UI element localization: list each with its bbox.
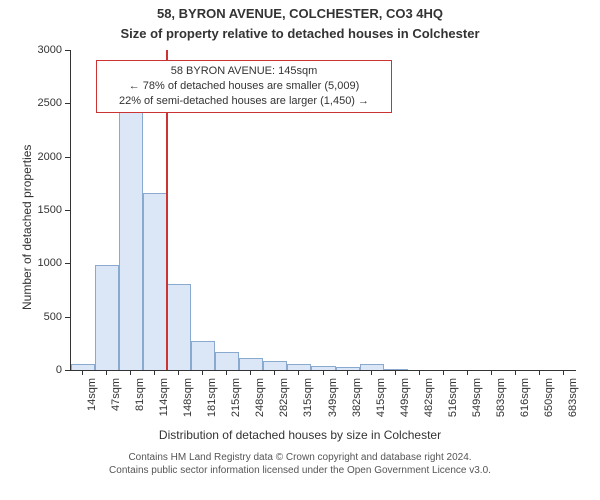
xtick-mark <box>491 370 492 375</box>
chart-footer: Contains HM Land Registry data © Crown c… <box>0 452 600 477</box>
annotation-line: ← 78% of detached houses are smaller (5,… <box>103 79 385 94</box>
xtick-mark <box>539 370 540 375</box>
ytick-mark <box>65 50 70 51</box>
chart-title-line1: 58, BYRON AVENUE, COLCHESTER, CO3 4HQ <box>0 6 600 21</box>
ytick-label: 0 <box>56 364 62 376</box>
ytick-label: 1500 <box>38 204 62 216</box>
chart-title-line2: Size of property relative to detached ho… <box>0 26 600 41</box>
footer-line2: Contains public sector information licen… <box>0 465 600 478</box>
ytick-label: 500 <box>44 311 62 323</box>
xtick-mark <box>274 370 275 375</box>
xtick-mark <box>106 370 107 375</box>
ytick-mark <box>65 157 70 158</box>
ytick-label: 3000 <box>38 44 62 56</box>
ytick-mark <box>65 263 70 264</box>
xtick-mark <box>202 370 203 375</box>
histogram-bar <box>263 361 287 370</box>
xtick-mark <box>82 370 83 375</box>
xtick-mark <box>563 370 564 375</box>
xtick-mark <box>130 370 131 375</box>
ytick-mark <box>65 210 70 211</box>
xtick-mark <box>395 370 396 375</box>
y-axis-label: Number of detached properties <box>20 145 34 310</box>
histogram-bar <box>119 111 143 370</box>
histogram-bar <box>167 284 191 370</box>
xtick-mark <box>178 370 179 375</box>
ytick-mark <box>65 317 70 318</box>
xtick-mark <box>515 370 516 375</box>
xtick-mark <box>371 370 372 375</box>
xtick-mark <box>298 370 299 375</box>
ytick-label: 1000 <box>38 257 62 269</box>
histogram-bar <box>215 352 239 370</box>
xtick-mark <box>154 370 155 375</box>
annotation-box: 58 BYRON AVENUE: 145sqm← 78% of detached… <box>96 60 392 113</box>
histogram-bar <box>287 364 311 370</box>
xtick-mark <box>443 370 444 375</box>
xtick-mark <box>419 370 420 375</box>
ytick-label: 2000 <box>38 151 62 163</box>
annotation-line: 22% of semi-detached houses are larger (… <box>103 94 385 109</box>
histogram-bar <box>143 193 167 370</box>
histogram-bar <box>239 358 263 370</box>
ytick-label: 2500 <box>38 97 62 109</box>
histogram-bar <box>71 364 95 370</box>
ytick-mark <box>65 370 70 371</box>
xtick-mark <box>347 370 348 375</box>
xtick-mark <box>467 370 468 375</box>
footer-line1: Contains HM Land Registry data © Crown c… <box>0 452 600 465</box>
histogram-bar <box>95 265 119 370</box>
ytick-mark <box>65 103 70 104</box>
x-axis-label: Distribution of detached houses by size … <box>0 428 600 442</box>
histogram-bar <box>191 341 215 370</box>
chart-container: { "titles": { "line1": "58, BYRON AVENUE… <box>0 0 600 500</box>
xtick-mark <box>250 370 251 375</box>
xtick-mark <box>323 370 324 375</box>
annotation-line: 58 BYRON AVENUE: 145sqm <box>103 64 385 79</box>
xtick-mark <box>226 370 227 375</box>
